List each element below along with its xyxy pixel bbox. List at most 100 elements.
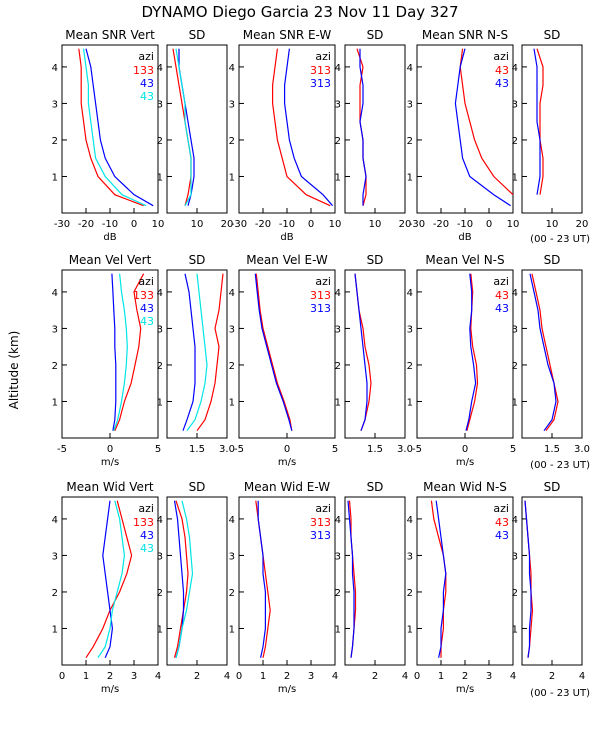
series-line-1 (102, 500, 114, 658)
y-tick-label: 2 (512, 361, 518, 372)
series-line-0 (255, 273, 293, 431)
legend-heading: azi (493, 502, 509, 515)
series-line-2 (186, 273, 208, 432)
panel-title: SD (367, 28, 384, 42)
panel-15: SD 1 2 3 4 2 4 (335, 480, 409, 682)
y-tick-label: 1 (335, 172, 341, 183)
legend-entry-0: 133 (133, 289, 154, 302)
panel-title: SD (189, 480, 206, 494)
legend-entry-0: 313 (310, 289, 331, 302)
x-tick-label: 0 (236, 671, 242, 682)
y-tick-label: 3 (335, 324, 341, 335)
panel-frame (166, 496, 228, 666)
y-tick-label: 2 (512, 136, 518, 147)
series-line-0 (173, 500, 189, 658)
x-axis-label: m/s (456, 684, 474, 695)
series-line-1 (435, 500, 447, 658)
panel-title: SD (544, 480, 561, 494)
y-tick-label: 2 (52, 136, 58, 147)
series-line-0 (536, 48, 544, 195)
x-tick-label: 2 (549, 671, 555, 682)
x-tick-label: 10 (546, 219, 559, 230)
series-line-2 (175, 500, 194, 658)
y-tick-label: 4 (229, 515, 235, 526)
x-tick-label: 1.5 (189, 444, 205, 455)
y-tick-label: 1 (407, 624, 413, 635)
y-tick-label: 2 (229, 588, 235, 599)
series-line-1 (454, 48, 511, 207)
y-tick-label: 4 (52, 63, 58, 74)
legend-entry-1: 43 (140, 302, 154, 315)
y-tick-label: 2 (512, 588, 518, 599)
panel-title: SD (367, 480, 384, 494)
y-tick-label: 3 (229, 99, 235, 110)
x-axis-label: m/s (101, 684, 119, 695)
legend-entry-0: 133 (133, 516, 154, 529)
x-tick-label: 10 (191, 219, 204, 230)
y-tick-label: 1 (157, 172, 163, 183)
x-tick-label: -5 (412, 444, 422, 455)
panel-title: Mean Wid Vert (66, 480, 153, 494)
x-tick-label: -20 (255, 219, 271, 230)
x-tick-label: 4 (332, 671, 338, 682)
x-tick-label: 1 (438, 671, 444, 682)
y-tick-label: 3 (407, 324, 413, 335)
x-tick-label: 20 (399, 219, 412, 230)
series-line-1 (533, 48, 541, 195)
legend-entry-0: 133 (133, 64, 154, 77)
panel-title: Mean Wid E-W (244, 480, 330, 494)
y-tick-label: 1 (229, 172, 235, 183)
legend-entry-0: 313 (310, 64, 331, 77)
y-tick-label: 1 (407, 397, 413, 408)
x-tick-label: 20 (576, 219, 589, 230)
series-line-0 (430, 500, 447, 658)
y-tick-label: 4 (52, 288, 58, 299)
x-tick-label: 0 (462, 444, 468, 455)
legend-entry-1: 43 (495, 77, 509, 90)
panel-17: SD 1 2 3 4 2 4 (512, 480, 586, 682)
y-tick-label: 3 (512, 324, 518, 335)
panel-title: SD (367, 253, 384, 267)
panel-frame (521, 44, 583, 214)
legend-entry-0: 43 (495, 516, 509, 529)
series-line-2 (97, 500, 126, 659)
panel-13: SD 1 2 3 4 2 4 (157, 480, 231, 682)
y-tick-label: 1 (407, 172, 413, 183)
y-tick-label: 3 (157, 99, 163, 110)
legend-entry-1: 43 (495, 302, 509, 315)
legend-heading: azi (138, 50, 154, 63)
x-tick-label: 10 (369, 219, 382, 230)
y-tick-label: 2 (335, 588, 341, 599)
panel-5: SD 1 2 3 4 10 20 (512, 28, 589, 230)
x-tick-label: 5 (155, 444, 161, 455)
y-tick-label: 1 (157, 624, 163, 635)
series-line-0 (255, 500, 271, 658)
y-tick-label: 4 (157, 63, 163, 74)
y-tick-label: 3 (407, 551, 413, 562)
y-axis-label: Altitude (km) (7, 331, 21, 410)
y-tick-label: 1 (335, 397, 341, 408)
y-tick-label: 4 (157, 288, 163, 299)
y-tick-label: 1 (52, 172, 58, 183)
y-tick-label: 2 (229, 361, 235, 372)
y-tick-label: 2 (407, 361, 413, 372)
panel-title: Mean SNR Vert (65, 28, 155, 42)
x-tick-label: 4 (155, 671, 161, 682)
series-line-1 (182, 273, 196, 431)
y-tick-label: 4 (335, 63, 341, 74)
x-tick-label: 0 (284, 444, 290, 455)
y-tick-label: 4 (512, 515, 518, 526)
x-tick-label: -10 (457, 219, 473, 230)
y-tick-label: 3 (52, 99, 58, 110)
series-line-2 (175, 48, 192, 206)
y-tick-label: 3 (157, 324, 163, 335)
x-tick-label: 3 (308, 671, 314, 682)
legend-entry-0: 313 (310, 516, 331, 529)
legend-heading: azi (315, 275, 331, 288)
x-axis-label: m/s (101, 457, 119, 468)
legend-heading: azi (315, 50, 331, 63)
x-tick-label: 4 (510, 671, 516, 682)
y-tick-label: 3 (512, 551, 518, 562)
x-tick-label: 0 (414, 671, 420, 682)
